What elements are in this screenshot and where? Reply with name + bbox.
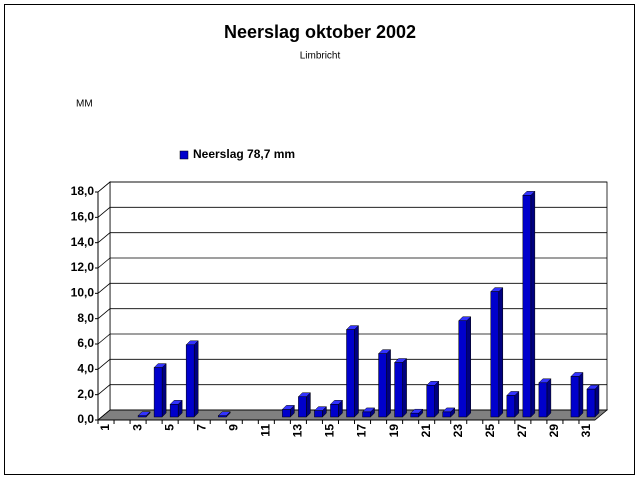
legend-swatch xyxy=(179,150,189,160)
y-tick-label: 14,0 xyxy=(71,235,95,249)
bar-side xyxy=(466,316,471,418)
bar-side xyxy=(594,384,600,418)
x-tick-label: 29 xyxy=(547,424,561,438)
y-tick-label: 18,0 xyxy=(71,184,95,198)
grid-line xyxy=(97,282,607,294)
x-tick-label: 3 xyxy=(130,424,144,431)
bar xyxy=(153,367,163,418)
y-tick-label: 6,0 xyxy=(77,336,94,350)
x-tick-label: 23 xyxy=(451,424,465,438)
bar-side xyxy=(434,380,439,418)
grid-line xyxy=(97,232,607,243)
bar xyxy=(490,291,500,418)
x-tick-label: 31 xyxy=(579,424,593,438)
bar xyxy=(442,411,451,418)
bar xyxy=(394,362,403,418)
y-tick-label: 16,0 xyxy=(71,210,95,224)
left-wall xyxy=(97,181,111,421)
bar xyxy=(378,353,387,418)
bar-side xyxy=(498,286,504,418)
bar-side xyxy=(193,340,199,418)
bar xyxy=(217,415,227,418)
bar xyxy=(137,415,147,418)
x-tick-label: 11 xyxy=(259,424,273,437)
bar-side xyxy=(161,362,167,418)
x-tick-label: 15 xyxy=(323,424,337,438)
bar-side xyxy=(578,371,584,418)
x-tick-label: 9 xyxy=(226,424,240,431)
grid-line xyxy=(97,308,607,319)
bar xyxy=(362,411,371,418)
x-tick-label: 17 xyxy=(355,424,369,438)
x-tick-label: 19 xyxy=(387,424,401,438)
grid-line xyxy=(97,206,607,218)
x-tick-label: 13 xyxy=(291,424,305,438)
grid-line xyxy=(97,181,607,193)
grid-line xyxy=(97,409,607,421)
bar xyxy=(570,376,580,418)
bar xyxy=(586,388,596,418)
chart-subtitle: Limbricht xyxy=(300,51,341,62)
grid-line xyxy=(97,358,607,370)
x-tick-label: 25 xyxy=(483,424,497,438)
bar xyxy=(458,320,467,418)
bar-side xyxy=(354,324,359,418)
bar xyxy=(522,195,532,418)
x-tick-label: 27 xyxy=(515,424,529,438)
bar xyxy=(410,412,419,418)
x-tick-label: 1 xyxy=(98,424,112,431)
chart-title: Neerslag oktober 2002 xyxy=(224,22,416,42)
y-tick-label: 2,0 xyxy=(77,387,94,401)
bar xyxy=(314,410,323,418)
y-tick-label: 0,0 xyxy=(77,412,94,426)
bar-side xyxy=(402,357,407,418)
grid-line xyxy=(97,257,607,269)
bar xyxy=(538,382,548,418)
grid-line xyxy=(97,333,607,345)
y-tick-label: 4,0 xyxy=(77,362,94,376)
y-tick-label: 10,0 xyxy=(71,286,95,300)
y-axis-label: MM xyxy=(76,99,93,110)
bar-side xyxy=(386,349,391,418)
bar xyxy=(282,409,291,418)
bar xyxy=(506,395,516,418)
bar xyxy=(185,344,195,418)
legend-label: Neerslag 78,7 mm xyxy=(193,147,295,161)
y-tick-label: 8,0 xyxy=(77,311,94,325)
bar xyxy=(346,329,355,418)
bar-side xyxy=(546,378,552,418)
x-tick-label: 5 xyxy=(162,424,176,431)
y-tick-label: 12,0 xyxy=(71,260,95,274)
x-tick-label: 7 xyxy=(194,424,208,431)
bar xyxy=(169,404,179,418)
bar xyxy=(330,404,339,418)
bar xyxy=(426,385,435,418)
bar-side xyxy=(514,390,520,418)
grid-line xyxy=(97,384,607,395)
x-tick-label: 21 xyxy=(419,424,433,438)
bar-side xyxy=(530,190,536,418)
bar xyxy=(298,396,307,418)
